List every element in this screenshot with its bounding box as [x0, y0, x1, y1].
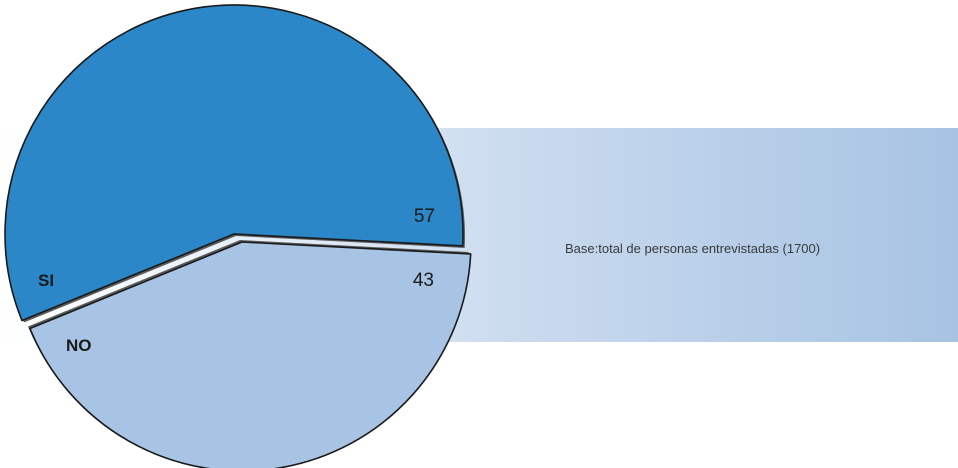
base-note: Base:total de personas entrevistadas (17… — [565, 241, 821, 256]
slice-value-si: 57 — [414, 206, 435, 227]
slice-label-si: SI — [38, 271, 54, 290]
slice-label-no: NO — [66, 336, 92, 355]
pie-slice-si — [4, 4, 464, 322]
slice-value-no: 43 — [413, 270, 434, 291]
